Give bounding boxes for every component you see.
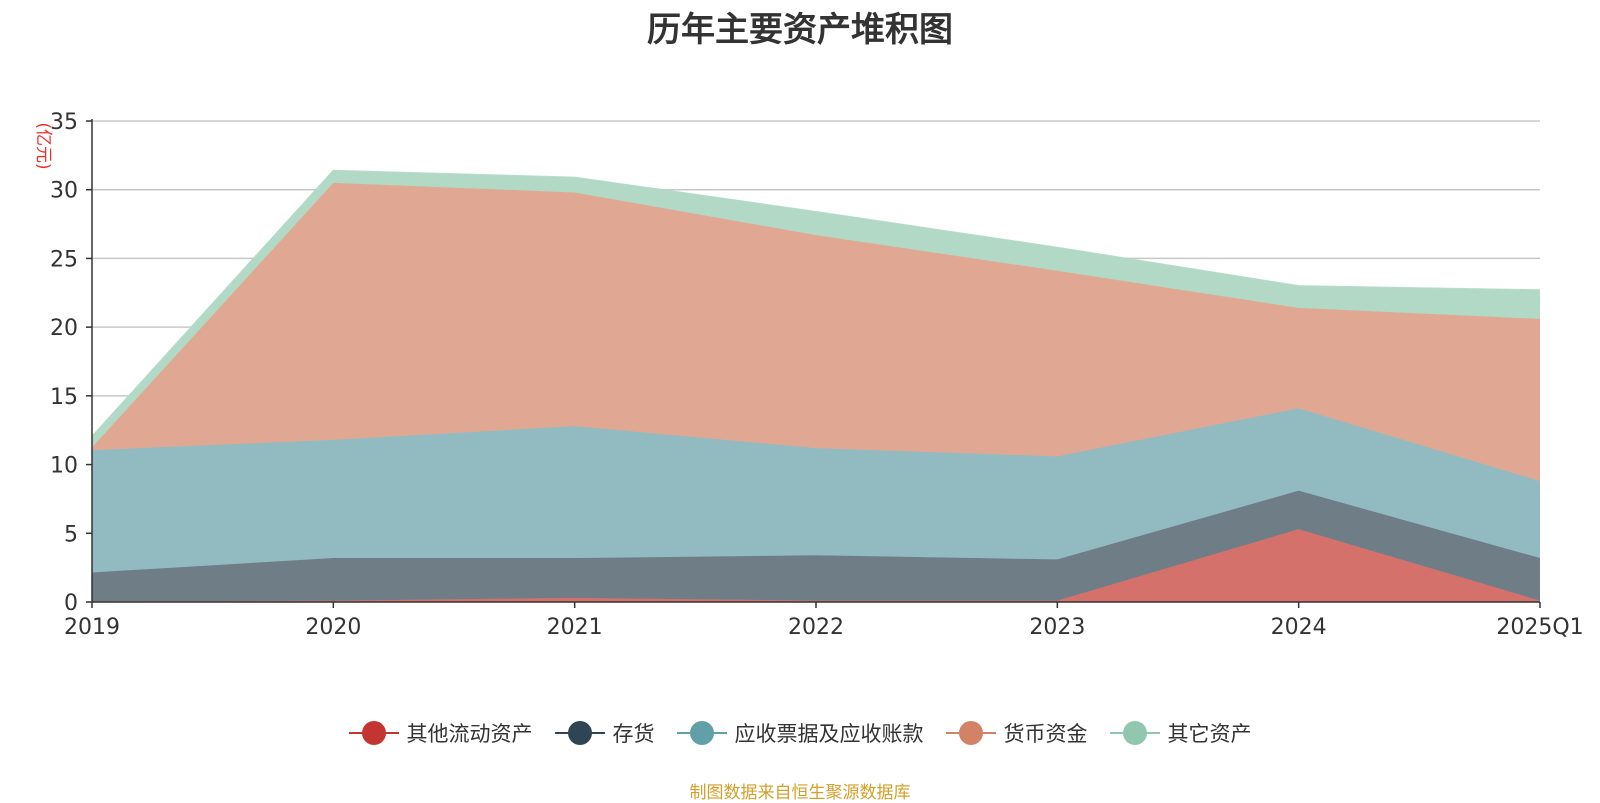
chart-title: 历年主要资产堆积图 [647, 10, 953, 50]
x-tick-label: 2024 [1271, 615, 1327, 640]
legend-marker-icon [1109, 721, 1160, 745]
legend-marker-icon [554, 721, 605, 745]
y-axis-label: (亿元) [33, 122, 53, 169]
area-series-0 [92, 529, 1540, 602]
legend-label: 其他流动资产 [406, 722, 533, 746]
y-tick-label: 5 [64, 522, 78, 547]
source-note: 制图数据来自恒生聚源数据库 [689, 783, 911, 803]
legend-marker-icon [676, 721, 727, 745]
area-series-2 [92, 408, 1540, 573]
legend-label: 应收票据及应收账款 [734, 722, 924, 746]
y-tick-label: 30 [50, 179, 78, 204]
legend-item[interactable]: 应收票据及应收账款 [676, 718, 924, 748]
legend-marker-icon [945, 721, 996, 745]
x-tick-label: 2019 [64, 615, 120, 640]
legend: 其他流动资产 存货 应收票据及应收账款 货币资金 其它资产 [0, 718, 1600, 748]
legend-item[interactable]: 存货 [554, 718, 655, 748]
y-tick-label: 25 [50, 247, 78, 272]
area-edge-4 [91, 169, 1541, 437]
area-series-4 [92, 170, 1540, 448]
y-tick-label: 20 [50, 316, 78, 341]
y-tick-label: 15 [50, 385, 78, 410]
x-tick-label: 2020 [305, 615, 361, 640]
x-tick-label: 2021 [547, 615, 603, 640]
legend-item[interactable]: 其它资产 [1109, 718, 1252, 748]
x-tick-label: 2025Q1 [1496, 615, 1583, 640]
legend-marker-icon [348, 721, 399, 745]
legend-label: 其它资产 [1167, 722, 1252, 746]
area-series-1 [92, 490, 1540, 602]
legend-label: 存货 [612, 722, 655, 746]
y-tick-label: 0 [64, 591, 78, 616]
y-tick-label: 35 [50, 110, 78, 135]
x-tick-label: 2022 [788, 615, 844, 640]
legend-item[interactable]: 其他流动资产 [348, 718, 533, 748]
legend-item[interactable]: 货币资金 [945, 718, 1088, 748]
x-tick-label: 2023 [1029, 615, 1085, 640]
legend-label: 货币资金 [1003, 722, 1088, 746]
y-tick-label: 10 [50, 454, 78, 479]
area-series-3 [92, 182, 1540, 482]
